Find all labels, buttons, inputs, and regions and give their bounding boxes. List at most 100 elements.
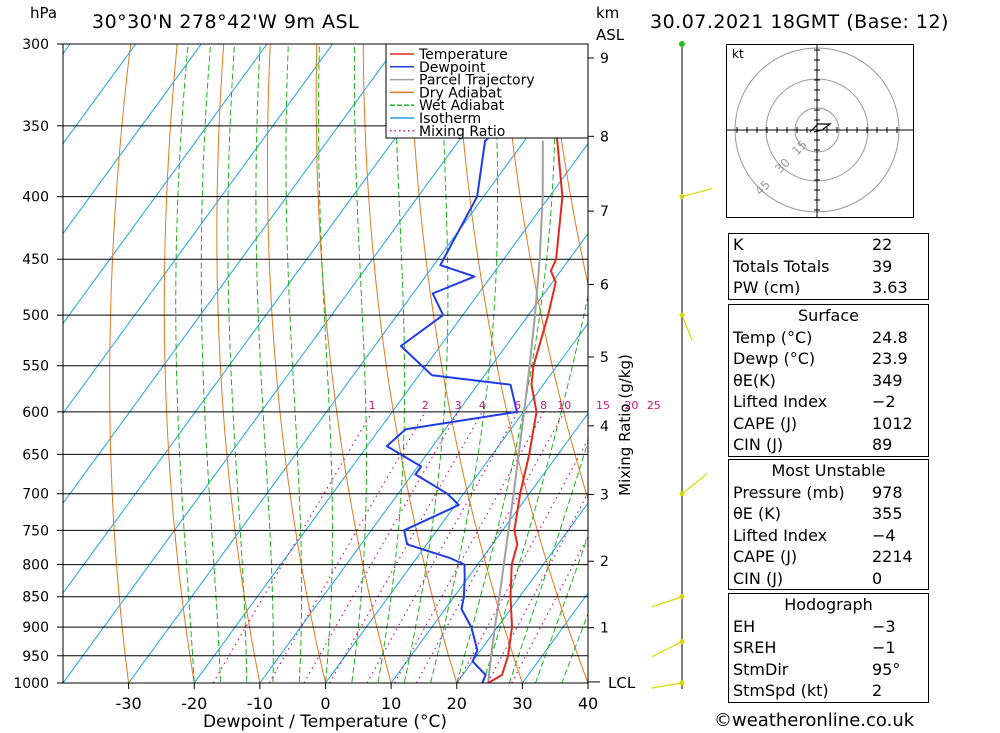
pressure-tick-label: 600 [22,405,49,421]
x-tick-label: 20 [447,694,467,713]
location-title: 30°30'N 278°42'W 9m ASL [92,11,360,33]
pressure-tick-label: 900 [22,620,49,636]
hodograph-title: Hodograph [784,595,873,614]
isotherm-line [63,44,202,235]
x-tick-label: 30 [512,694,532,713]
surface-row: θE(K) 349 [733,370,903,390]
surface-row: CIN (J) 89 [733,435,893,454]
km-tick-label: 5 [600,350,609,366]
isotherm-line [63,44,334,415]
km-tick-label: 2 [600,554,609,570]
wind-barb [651,641,683,658]
wet-adiabat-line [318,44,333,683]
most-unstable-row: θE (K) 355 [733,504,903,523]
most-unstable-row: Pressure (mb) 978 [733,482,903,502]
index-row-totals: Totals Totals 39 [733,256,893,276]
surface-row: CAPE (J) 1012 [733,413,913,433]
mixing-ratio-label: 3 [455,399,462,412]
dry-adiabat-line [109,44,132,683]
isotherm-line [456,502,588,683]
x-tick-label: -30 [116,694,142,713]
most-unstable-row: CIN (J) 0 [733,568,883,588]
km-tick-label: 4 [600,419,609,435]
pressure-tick-label: 300 [22,37,49,53]
hodograph-table: Hodograph EH −3 SREH −1 StmDir 95° StmSpd (… [728,593,929,703]
x-tick-label: -10 [247,694,273,713]
wind-barb-dot [679,639,685,645]
pressure-tick-label: 950 [22,649,49,665]
wet-adiabat-line [255,44,274,683]
wet-adiabat-line [377,44,406,683]
mixing-ratio-label: 8 [540,399,547,412]
wind-barb-dot [679,312,685,318]
surface-row: Lifted Index −2 [733,392,896,411]
mixing-ratio-label: 20 [624,399,638,412]
x-axis-label: Dewpoint / Temperature (°C) [203,712,447,732]
pressure-tick-label: 450 [22,252,49,268]
hodograph-row: EH −3 [733,616,896,636]
mixing-ratio-label: 2 [422,399,429,412]
wet-adiabat-line [285,44,303,683]
dry-adiabat-line [315,44,392,683]
hodograph-row: SREH −1 [733,638,896,657]
km-unit-label: km [596,4,620,22]
wind-barb [681,473,708,495]
legend-entry: Parcel Trajectory [419,73,535,89]
hpa-unit-label: hPa [30,4,58,22]
hodograph-row: StmSpd (kt) 2 [733,681,883,700]
wind-barb-dot [679,194,685,200]
most-unstable-title: Most Unstable [771,461,886,480]
wet-adiabat-line [482,293,588,683]
hodograph-row: StmDir 95° [733,659,901,679]
km-tick-label: 7 [600,204,609,220]
mixing-ratio-line [328,411,483,683]
wet-adiabat-line [227,44,248,683]
hodograph-trace [809,123,832,133]
dry-adiabat-line [502,44,588,501]
wind-barb [681,188,713,198]
hodograph-unit: kt [732,47,744,61]
km-tick-label: 3 [600,487,609,503]
wet-adiabat-line [175,44,195,683]
wet-adiabat-line [200,44,222,683]
legend-entry: Wet Adiabat [419,98,505,114]
dry-adiabat-line [266,44,327,683]
pressure-tick-label: 1000 [13,676,49,692]
km-tick-label: 9 [600,51,609,67]
indices-table: K 22 Totals Totals 39 PW (cm) 3.63 [728,233,929,300]
legend-entry: Mixing Ratio [419,124,505,140]
wet-adiabat-line [403,44,449,683]
dry-adiabat-line [216,44,261,683]
isotherm-line [390,412,588,683]
wind-barb-dot [679,680,685,686]
mixing-ratio-axis-label: Mixing Ratio (g/kg) [616,354,634,496]
km-tick-label: 6 [600,278,609,294]
mixing-ratio-label: 10 [557,399,571,412]
x-tick-label: -20 [181,694,207,713]
most-unstable-row: Lifted Index −4 [733,525,896,545]
km-tick-label: 8 [600,129,609,145]
lcl-label: LCL [608,674,636,692]
copyright-footer[interactable]: ©weatheronline.co.uk [714,710,915,731]
legend-entry: Temperature [418,47,508,63]
mixing-ratio-label: 6 [514,399,521,412]
pressure-tick-label: 850 [22,590,49,606]
wet-adiabat-line [429,44,499,683]
pressure-tick-label: 700 [22,487,49,503]
x-tick-label: 40 [578,694,598,713]
wind-barb [651,596,683,608]
wind-barb-dot [679,594,685,600]
plot-frame [62,43,589,684]
pressure-tick-label: 350 [22,119,49,135]
legend-entry: Dry Adiabat [419,85,502,101]
surface-title: Surface [798,306,859,325]
top-marker-dot [679,41,685,47]
dry-adiabat-line [409,44,523,683]
mixing-ratio-label: 4 [479,399,486,412]
wind-barb [651,682,683,689]
mixing-ratio-line [303,411,459,683]
asl-unit-label: ASL [596,26,625,44]
